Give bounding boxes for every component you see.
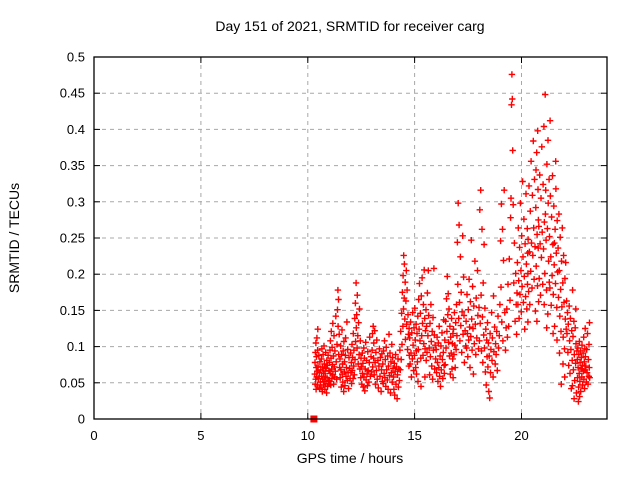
x-tick-label: 0 <box>90 428 97 443</box>
x-tick-label: 15 <box>407 428 421 443</box>
y-tick-label: 0.3 <box>67 194 85 209</box>
y-axis-label: SRMTID / TECUs <box>6 183 22 293</box>
y-tick-label: 0.4 <box>67 122 85 137</box>
y-tick-label: 0.5 <box>67 50 85 65</box>
tick-labels-layer: 0 5 10 15 20 0 0.05 0.1 0.15 0.2 0.25 0.3 0.35 0.4 0.4… <box>60 50 529 444</box>
x-tick-label: 5 <box>197 428 204 443</box>
plot-border <box>93 56 608 420</box>
y-tick-label: 0.25 <box>60 231 85 246</box>
y-tick-label: 0.35 <box>60 158 85 173</box>
y-tick-label: 0 <box>78 412 85 427</box>
grid-layer <box>94 57 607 419</box>
y-tick-label: 0.15 <box>60 303 85 318</box>
y-tick-label: 0.1 <box>67 339 85 354</box>
data-points-layer <box>310 71 593 423</box>
y-tick-label: 0.45 <box>60 86 85 101</box>
x-tick-label: 10 <box>301 428 315 443</box>
y-tick-label: 0.2 <box>67 267 85 282</box>
scatter-plus-markers <box>311 71 593 405</box>
x-axis-label: GPS time / hours <box>297 450 404 466</box>
x-tick-label: 20 <box>514 428 528 443</box>
y-tick-label: 0.05 <box>60 375 85 390</box>
chart-title: Day 151 of 2021, SRMTID for receiver car… <box>215 18 484 34</box>
